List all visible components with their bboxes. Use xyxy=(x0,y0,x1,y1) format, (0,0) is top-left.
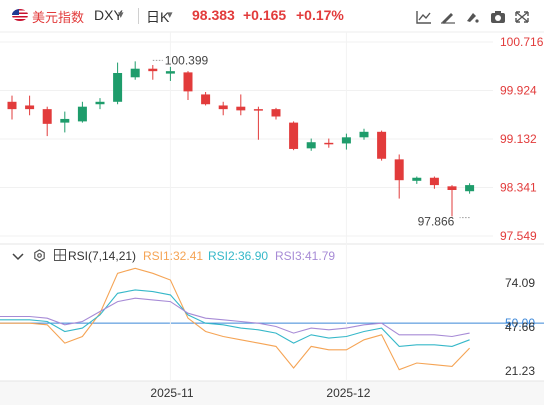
candle-body xyxy=(183,72,193,92)
price-tick-label: 97.549 xyxy=(500,229,537,243)
us-flag-icon xyxy=(12,9,28,21)
fullscreen-icon[interactable] xyxy=(512,10,532,26)
divider xyxy=(138,8,139,24)
line-chart-icon[interactable] xyxy=(414,10,434,26)
rsi-tick-label: 21.23 xyxy=(505,364,535,378)
rsi-label: RSI(7,14,21) xyxy=(68,249,137,263)
price-tick-label: 99.924 xyxy=(500,84,537,98)
candle-body xyxy=(359,131,369,138)
price-change-pct: +0.17% xyxy=(296,7,344,23)
rsi-header: RSI(7,14,21) RSI1:32.41 RSI2:36.90 RSI3:… xyxy=(0,246,420,266)
rsi-tick-label: 50.00 xyxy=(505,316,535,330)
candle-body xyxy=(7,101,17,110)
rsi2-value: RSI2:36.90 xyxy=(208,249,269,263)
candle-body xyxy=(412,177,422,181)
rsi3-value: RSI3:41.79 xyxy=(275,249,336,263)
candle-body xyxy=(95,101,105,105)
rsi-line-rsi2 xyxy=(0,289,470,347)
collapse-icon[interactable] xyxy=(12,249,24,264)
header-bar: 美元指数 DXY ▾ 日K ▾ 98.383 +0.165 +0.17% xyxy=(0,0,544,32)
candle-body xyxy=(394,159,404,181)
rsi-line-rsi1 xyxy=(0,267,470,371)
price-tick-label: 99.132 xyxy=(500,132,537,146)
candle-body xyxy=(289,122,299,149)
candle-body xyxy=(25,105,35,110)
time-tick-label: 2025-12 xyxy=(326,386,370,400)
rsi-line-rsi3 xyxy=(0,297,470,338)
candle-body xyxy=(253,109,263,111)
symbol[interactable]: DXY xyxy=(94,7,123,23)
price-change: +0.165 xyxy=(243,7,287,23)
candle-body xyxy=(306,142,316,149)
period-selector[interactable]: 日K xyxy=(146,9,170,25)
candle-body xyxy=(377,131,387,159)
period-dropdown-icon[interactable]: ▾ xyxy=(167,9,173,21)
rsi1-value: RSI1:32.41 xyxy=(143,249,204,263)
time-axis-band xyxy=(0,381,544,405)
candle-body xyxy=(218,105,228,110)
draw-icon[interactable] xyxy=(438,10,458,26)
low-annotation: 97.866 xyxy=(418,215,455,229)
settings-icon[interactable] xyxy=(33,249,46,265)
candle-body xyxy=(60,118,70,123)
candle-body xyxy=(42,109,52,124)
screenshot-icon[interactable] xyxy=(488,10,508,26)
time-tick-label: 2025-11 xyxy=(150,386,193,400)
symbol-dropdown-icon[interactable]: ▾ xyxy=(118,9,124,21)
candle-body xyxy=(465,185,475,192)
candle-body xyxy=(271,109,281,117)
high-annotation: 100.399 xyxy=(165,53,209,67)
candle-body xyxy=(201,94,211,105)
candle-body xyxy=(447,186,457,190)
candle-body xyxy=(148,68,158,72)
color-icon[interactable] xyxy=(462,10,482,26)
price-tick-label: 98.341 xyxy=(500,180,537,194)
candle-body xyxy=(130,68,140,78)
price-tick-label: 100.716 xyxy=(500,35,544,49)
candle-body xyxy=(236,106,246,111)
candle-body xyxy=(341,137,351,144)
candle-body xyxy=(77,106,87,122)
candle-body xyxy=(429,177,439,186)
candle-body xyxy=(113,72,123,102)
candle-body xyxy=(324,142,334,145)
candle-body xyxy=(165,71,175,74)
instrument-name[interactable]: 美元指数 xyxy=(32,10,85,25)
rsi-tick-label: 47.66 xyxy=(505,320,535,334)
indicator-switch-icon[interactable] xyxy=(54,249,66,264)
rsi-tick-label: 74.09 xyxy=(505,276,535,290)
last-price: 98.383 xyxy=(192,7,235,23)
